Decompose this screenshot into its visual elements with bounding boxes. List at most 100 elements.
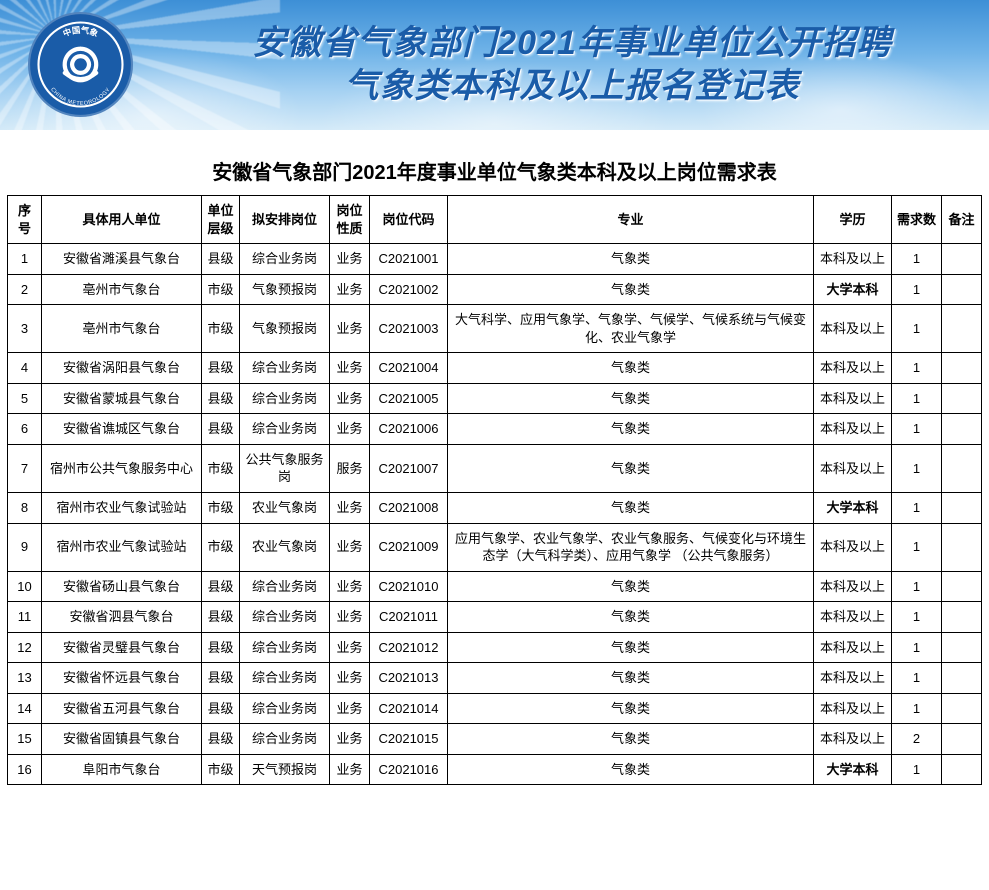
td-edu: 本科及以上 [814, 571, 892, 602]
td-level: 县级 [202, 632, 240, 663]
td-seq: 12 [8, 632, 42, 663]
td-count: 2 [892, 724, 942, 755]
th-edu: 学历 [814, 196, 892, 244]
table-row: 3亳州市气象台市级气象预报岗业务C2021003大气科学、应用气象学、气象学、气… [8, 305, 982, 353]
td-seq: 11 [8, 602, 42, 633]
td-code: C2021009 [370, 523, 448, 571]
td-note [942, 274, 982, 305]
td-nature: 业务 [330, 602, 370, 633]
td-major: 气象类 [448, 444, 814, 492]
td-seq: 6 [8, 414, 42, 445]
td-level: 县级 [202, 414, 240, 445]
td-count: 1 [892, 663, 942, 694]
cma-logo: 中国气象 CHINA METEOROLOGY [28, 12, 133, 117]
td-major: 气象类 [448, 353, 814, 384]
td-note [942, 632, 982, 663]
td-count: 1 [892, 383, 942, 414]
td-nature: 业务 [330, 305, 370, 353]
td-code: C2021015 [370, 724, 448, 755]
table-row: 4安徽省涡阳县气象台县级综合业务岗业务C2021004气象类本科及以上1 [8, 353, 982, 384]
banner-title: 安徽省气象部门2021年事业单位公开招聘 气象类本科及以上报名登记表 [175, 22, 969, 107]
td-count: 1 [892, 571, 942, 602]
td-major: 应用气象学、农业气象学、农业气象服务、气候变化与环境生态学（大气科学类）、应用气… [448, 523, 814, 571]
td-edu: 本科及以上 [814, 305, 892, 353]
td-note [942, 244, 982, 275]
td-unit: 安徽省灵璧县气象台 [42, 632, 202, 663]
td-edu: 本科及以上 [814, 244, 892, 275]
td-code: C2021006 [370, 414, 448, 445]
td-post: 农业气象岗 [240, 493, 330, 524]
th-major: 专业 [448, 196, 814, 244]
table-row: 2亳州市气象台市级气象预报岗业务C2021002气象类大学本科1 [8, 274, 982, 305]
table-title: 安徽省气象部门2021年度事业单位气象类本科及以上岗位需求表 [0, 156, 989, 185]
td-post: 公共气象服务岗 [240, 444, 330, 492]
td-major: 大气科学、应用气象学、气象学、气候学、气候系统与气候变化、农业气象学 [448, 305, 814, 353]
td-note [942, 383, 982, 414]
td-code: C2021004 [370, 353, 448, 384]
td-seq: 1 [8, 244, 42, 275]
td-code: C2021008 [370, 493, 448, 524]
td-count: 1 [892, 602, 942, 633]
td-nature: 业务 [330, 353, 370, 384]
td-level: 市级 [202, 754, 240, 785]
banner-title-line1: 安徽省气象部门2021年事业单位公开招聘 [175, 22, 969, 65]
td-nature: 业务 [330, 523, 370, 571]
td-note [942, 444, 982, 492]
table-row: 9宿州市农业气象试验站市级农业气象岗业务C2021009应用气象学、农业气象学、… [8, 523, 982, 571]
td-post: 综合业务岗 [240, 724, 330, 755]
td-post: 综合业务岗 [240, 693, 330, 724]
td-note [942, 693, 982, 724]
td-nature: 业务 [330, 571, 370, 602]
td-seq: 8 [8, 493, 42, 524]
td-level: 市级 [202, 274, 240, 305]
td-count: 1 [892, 244, 942, 275]
table-header-row: 序号 具体用人单位 单位层级 拟安排岗位 岗位性质 岗位代码 专业 学历 需求数… [8, 196, 982, 244]
td-note [942, 663, 982, 694]
td-level: 市级 [202, 444, 240, 492]
td-edu: 本科及以上 [814, 353, 892, 384]
th-unit: 具体用人单位 [42, 196, 202, 244]
td-note [942, 724, 982, 755]
td-post: 综合业务岗 [240, 571, 330, 602]
table-row: 16阜阳市气象台市级天气预报岗业务C2021016气象类大学本科1 [8, 754, 982, 785]
td-edu: 本科及以上 [814, 693, 892, 724]
td-major: 气象类 [448, 663, 814, 694]
td-count: 1 [892, 493, 942, 524]
table-row: 8宿州市农业气象试验站市级农业气象岗业务C2021008气象类大学本科1 [8, 493, 982, 524]
th-note: 备注 [942, 196, 982, 244]
td-major: 气象类 [448, 414, 814, 445]
td-seq: 14 [8, 693, 42, 724]
td-count: 1 [892, 444, 942, 492]
td-level: 县级 [202, 353, 240, 384]
td-post: 综合业务岗 [240, 244, 330, 275]
td-seq: 2 [8, 274, 42, 305]
td-post: 综合业务岗 [240, 602, 330, 633]
td-post: 天气预报岗 [240, 754, 330, 785]
td-seq: 15 [8, 724, 42, 755]
th-seq: 序号 [8, 196, 42, 244]
td-unit: 安徽省五河县气象台 [42, 693, 202, 724]
td-count: 1 [892, 632, 942, 663]
td-count: 1 [892, 693, 942, 724]
td-unit: 宿州市农业气象试验站 [42, 523, 202, 571]
td-nature: 业务 [330, 493, 370, 524]
td-seq: 16 [8, 754, 42, 785]
table-row: 7宿州市公共气象服务中心市级公共气象服务岗服务C2021007气象类本科及以上1 [8, 444, 982, 492]
td-seq: 9 [8, 523, 42, 571]
td-level: 县级 [202, 383, 240, 414]
td-unit: 安徽省蒙城县气象台 [42, 383, 202, 414]
td-code: C2021014 [370, 693, 448, 724]
td-code: C2021002 [370, 274, 448, 305]
table-row: 1安徽省濉溪县气象台县级综合业务岗业务C2021001气象类本科及以上1 [8, 244, 982, 275]
td-major: 气象类 [448, 383, 814, 414]
td-level: 县级 [202, 602, 240, 633]
td-seq: 4 [8, 353, 42, 384]
td-level: 县级 [202, 663, 240, 694]
td-major: 气象类 [448, 274, 814, 305]
td-unit: 安徽省怀远县气象台 [42, 663, 202, 694]
td-nature: 业务 [330, 274, 370, 305]
td-seq: 7 [8, 444, 42, 492]
table-body: 1安徽省濉溪县气象台县级综合业务岗业务C2021001气象类本科及以上12亳州市… [8, 244, 982, 785]
td-major: 气象类 [448, 693, 814, 724]
td-seq: 13 [8, 663, 42, 694]
